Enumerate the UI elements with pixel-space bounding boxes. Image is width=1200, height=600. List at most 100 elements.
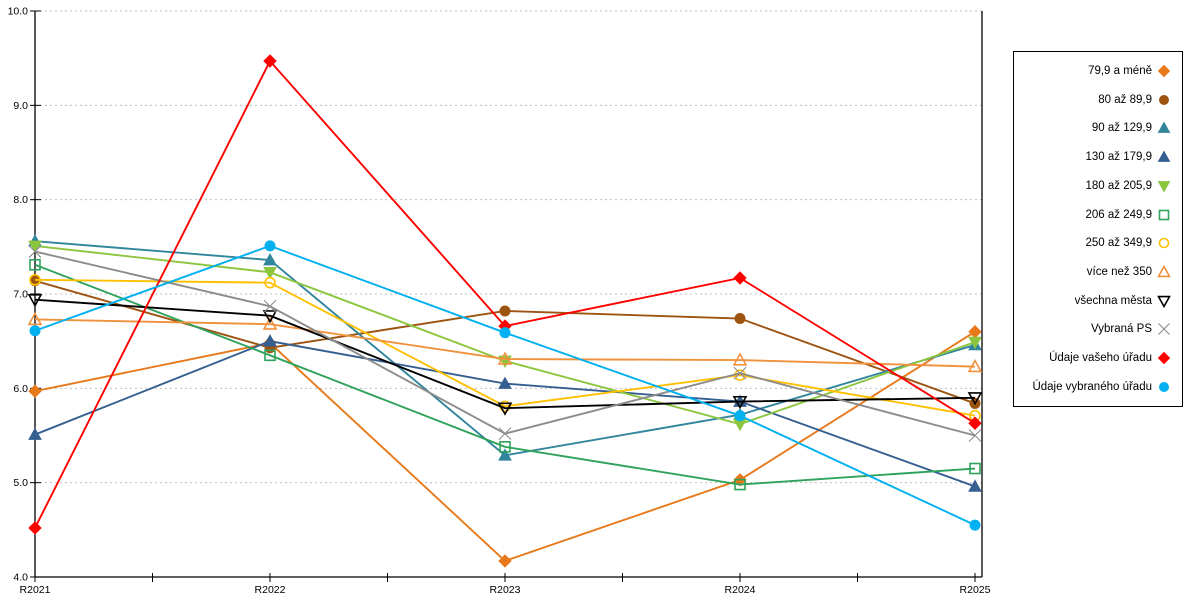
triangle-up-marker [263,253,277,266]
triangle-down-marker [732,395,748,410]
y-axis-tick-label: 10.0 [8,6,29,18]
legend-item-label: 90 až 129,9 [1091,122,1152,135]
square-marker [499,441,511,453]
triangle-up-marker [263,334,277,347]
x-marker [28,245,42,258]
triangle-up-marker [27,311,43,326]
triangle-down-marker [28,240,42,253]
square-marker [264,349,276,362]
series-5 [29,258,981,491]
triangle-up-marker [732,352,748,366]
legend-item-6: 250 až 349,9 [1014,231,1182,255]
circle-marker [734,410,746,422]
triangle-up-legend-icon [1157,265,1171,278]
series-10 [28,54,982,535]
triangle-down-marker [497,402,513,416]
triangle-down-marker [27,294,43,308]
diamond-marker [263,54,277,68]
circle-marker [969,519,981,531]
series-9 [28,245,982,442]
circle-marker [264,276,276,289]
series-8 [27,294,983,416]
triangle-down-marker [263,267,277,280]
y-axis-tick-label: 8.0 [13,194,28,206]
diamond-legend-icon [1157,351,1171,365]
legend-item-3: 130 až 179,9 [1014,145,1182,169]
x-marker [968,429,982,442]
series-line [34,298,976,410]
diamond-marker [28,384,42,398]
y-axis-tick-label: 6.0 [13,383,28,395]
x-legend-icon [1158,323,1170,336]
square-legend-icon [1158,209,1170,220]
circle-marker [499,327,511,339]
circle-legend-icon [1159,381,1169,392]
series-line [34,263,976,486]
y-axis-tick-label: 7.0 [13,289,28,301]
triangle-down-marker [968,336,982,350]
diamond-marker [733,271,747,285]
circle-marker [29,325,41,337]
circle-marker [264,240,276,252]
legend-item-label: Údaje vašeho úřadu [1049,352,1152,365]
series-line [34,278,976,417]
legend-item-label: 180 až 205,9 [1085,179,1152,192]
x-axis-tick-label: R2024 [725,584,756,596]
triangle-down-marker [262,310,278,324]
legend-item-label: více než 350 [1086,266,1152,279]
circle-marker [499,305,511,317]
legend-item-label: všechna města [1074,294,1152,307]
legend-item-10: Údaje vašeho úřadu [1014,346,1182,370]
legend-item-label: 80 až 89,9 [1098,93,1152,106]
x-marker [498,427,512,441]
triangle-up-legend-icon [1157,121,1171,134]
legend-item-7: více než 350 [1014,260,1182,284]
square-marker [734,478,746,491]
legend-item-2: 90 až 129,9 [1014,116,1182,140]
diamond-marker [968,325,982,339]
diamond-legend-icon [1157,64,1171,78]
legend-item-0: 79,9 a méně [1014,59,1182,83]
triangle-up-marker [28,427,42,440]
triangle-down-marker [967,392,983,406]
legend-item-label: 130 až 179,9 [1085,151,1152,164]
series-line [34,240,976,457]
legend-item-label: Údaje vybraného úřadu [1032,380,1152,393]
circle-marker [29,274,41,286]
diamond-marker [28,521,42,535]
circle-marker [734,313,746,325]
legend-item-label: Vybraná PS [1091,323,1152,336]
y-axis-tick-label: 5.0 [13,477,28,489]
diamond-marker [498,554,512,568]
square-marker [29,258,41,271]
triangle-up-marker [498,448,512,461]
legend: 79,9 a méně 80 až 89,9 90 až 129,9 130 až 1… [1013,51,1183,407]
triangle-up-marker [497,351,513,365]
x-axis-tick-label: R2022 [255,584,286,596]
y-axis-tick-label: 4.0 [13,572,28,584]
circle-legend-icon [1158,238,1170,249]
legend-item-label: 79,9 a méně [1088,65,1152,77]
triangle-up-marker [968,479,982,492]
legend-item-5: 206 až 249,9 [1014,203,1182,227]
x-axis-tick-label: R2021 [20,584,51,596]
square-marker [969,462,981,475]
triangle-up-legend-icon [1157,150,1171,163]
series-2 [28,234,982,461]
series-line [34,318,976,368]
x-axis-tick-label: R2023 [490,584,521,596]
legend-item-1: 80 až 89,9 [1014,88,1182,112]
series-7 [27,311,983,373]
circle-legend-icon [1159,94,1169,105]
triangle-down-legend-icon [1157,180,1171,193]
legend-item-label: 250 až 349,9 [1085,237,1152,250]
x-marker [263,299,277,313]
triangle-up-marker [262,316,278,330]
triangle-up-marker [498,376,512,389]
x-marker [733,366,747,380]
y-axis-tick-label: 9.0 [13,100,28,112]
diamond-marker [968,416,982,430]
legend-item-4: 180 až 205,9 [1014,174,1182,198]
